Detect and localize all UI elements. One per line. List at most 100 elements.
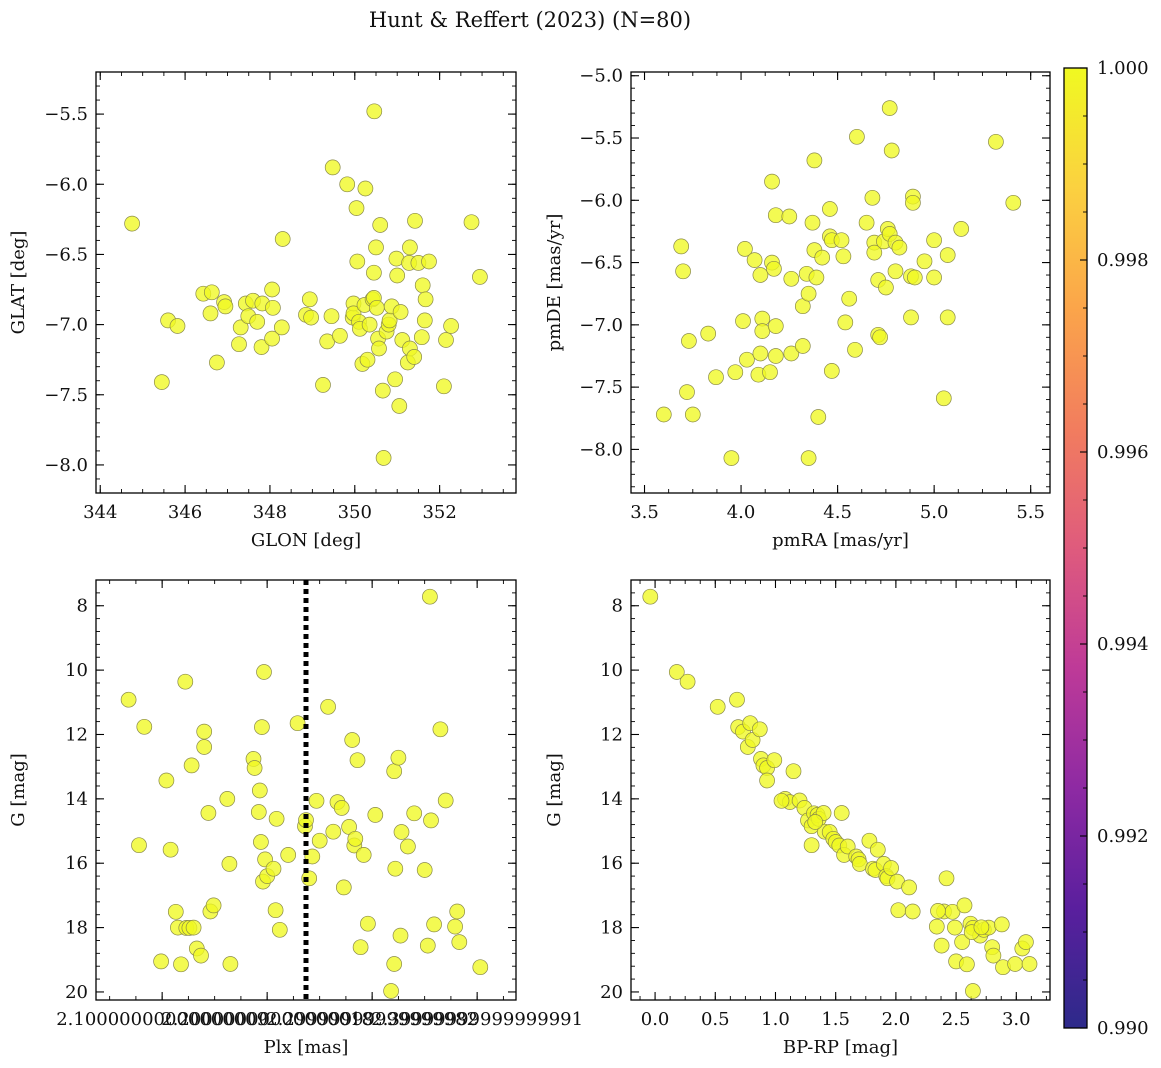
scatter-point <box>959 956 975 973</box>
scatter-point <box>196 739 213 755</box>
scatter-point <box>222 956 239 972</box>
y-tick-label: −8.0 <box>44 455 88 476</box>
scatter-point <box>432 721 449 738</box>
scatter-point <box>333 800 350 816</box>
panel-bprp-g: 0.0 0.5 1.0 1.5 2.0 2.5 3.0 8 10 12 14 16 18 20 BP-RP… <box>544 579 1051 1058</box>
scatter-point <box>804 214 821 231</box>
scatter-point <box>472 269 488 285</box>
scatter-point <box>794 338 811 354</box>
y-tick-label: −7.5 <box>579 377 623 398</box>
scatter-point <box>700 325 717 342</box>
x-tick-label: 344 <box>83 502 117 523</box>
scatter-point <box>325 823 342 840</box>
scatter-point <box>169 318 186 334</box>
scatter-point <box>267 902 284 919</box>
scatter-point <box>271 921 288 938</box>
scatter-point <box>219 791 236 807</box>
y-tick-label: 18 <box>600 918 623 939</box>
scatter-point <box>727 364 744 381</box>
scatter-point <box>359 351 376 368</box>
y-tick-label: −5.0 <box>579 66 623 87</box>
scatter-point <box>953 221 970 237</box>
scatter-point <box>708 369 724 386</box>
colorbar-tick-label: 0.994 <box>1097 634 1149 655</box>
axes-frame-pmra-pmde <box>630 71 1051 494</box>
scatter-point <box>232 319 249 336</box>
scatter-point <box>301 870 318 887</box>
y-tick-label: 10 <box>600 660 623 681</box>
scatter-point <box>264 330 280 347</box>
y-tick-label: −6.0 <box>579 190 623 211</box>
scatter-point <box>752 345 769 362</box>
scatter-point <box>421 253 437 270</box>
scatter-point <box>851 856 868 872</box>
x-tick-label: 346 <box>168 502 202 523</box>
scatter-point <box>311 832 328 849</box>
y-tick-label: −6.5 <box>579 253 623 274</box>
ticks-bprp-g: 0.0 0.5 1.0 1.5 2.0 2.5 3.0 8 10 12 14 16 18 20 <box>600 579 1050 1030</box>
scatter-point <box>858 214 875 231</box>
scatter-point <box>386 763 403 780</box>
scatter-point <box>438 332 454 348</box>
colorbar-tick-label: 0.992 <box>1097 826 1149 847</box>
x-tick-label: 2.29999999999999982 <box>266 1009 478 1030</box>
scatter-point <box>762 364 778 381</box>
scatter-point <box>928 918 945 935</box>
scatter-point <box>301 291 318 308</box>
scatter-point <box>231 336 247 353</box>
scatter-point <box>303 309 319 326</box>
scatter-point <box>357 180 374 197</box>
scatter-point <box>939 309 956 326</box>
scatter-point <box>463 214 480 231</box>
scatter-point <box>869 841 886 858</box>
scatter-point <box>308 792 325 809</box>
y-tick-label: 18 <box>65 918 88 939</box>
scatter-point <box>124 215 140 232</box>
scatter-point <box>767 348 784 364</box>
scatter-point <box>153 953 169 970</box>
scatter-point <box>414 277 431 294</box>
scatter-point <box>392 927 409 944</box>
y-tick-label: −6.0 <box>44 174 88 195</box>
scatter-point <box>681 333 697 349</box>
scatter-point <box>764 173 780 190</box>
scatter-point <box>416 312 433 329</box>
scatter-point <box>887 263 904 280</box>
scatter-point <box>684 406 701 423</box>
scatter-point <box>833 805 850 821</box>
colorbar-tick-label: 1.000 <box>1097 58 1149 79</box>
scatter-point <box>374 382 391 399</box>
scatter-point <box>679 673 696 690</box>
scatter-point <box>400 838 416 855</box>
scatter-points-bprp-g <box>642 588 1038 999</box>
figure-title: Hunt & Reffert (2023) (N=80) <box>369 8 691 32</box>
scatter-point <box>737 241 753 257</box>
scatter-point <box>835 248 852 265</box>
x-tick-label: 1.5 <box>821 1009 850 1030</box>
scatter-point <box>413 329 430 346</box>
x-tick-label: 2.10000000000000009 <box>56 1009 268 1030</box>
scatter-point <box>360 915 376 932</box>
scatter-point <box>256 664 272 680</box>
scatter-point <box>202 305 219 322</box>
scatter-point <box>205 897 222 914</box>
x-tick-label: 5.0 <box>920 502 949 523</box>
scatter-point <box>675 263 691 280</box>
scatter-point <box>416 862 433 878</box>
scatter-point <box>246 760 263 776</box>
scatter-point <box>392 304 409 320</box>
scatter-point <box>393 824 410 840</box>
y-axis-label-g: G [mag] <box>8 753 29 826</box>
scatter-point <box>866 244 883 261</box>
scatter-point <box>200 805 217 821</box>
colorbar-tick-label: 0.998 <box>1097 250 1149 271</box>
x-tick-label: 0.0 <box>641 1009 670 1030</box>
axes-frame-bprp-g <box>630 579 1051 1001</box>
scatter-point <box>274 231 291 247</box>
scatter-point <box>783 345 800 362</box>
scatter-point <box>905 194 921 211</box>
scatter-point <box>935 390 952 407</box>
scatter-point <box>781 208 798 225</box>
scatter-point <box>993 916 1010 933</box>
scatter-point <box>335 879 352 896</box>
